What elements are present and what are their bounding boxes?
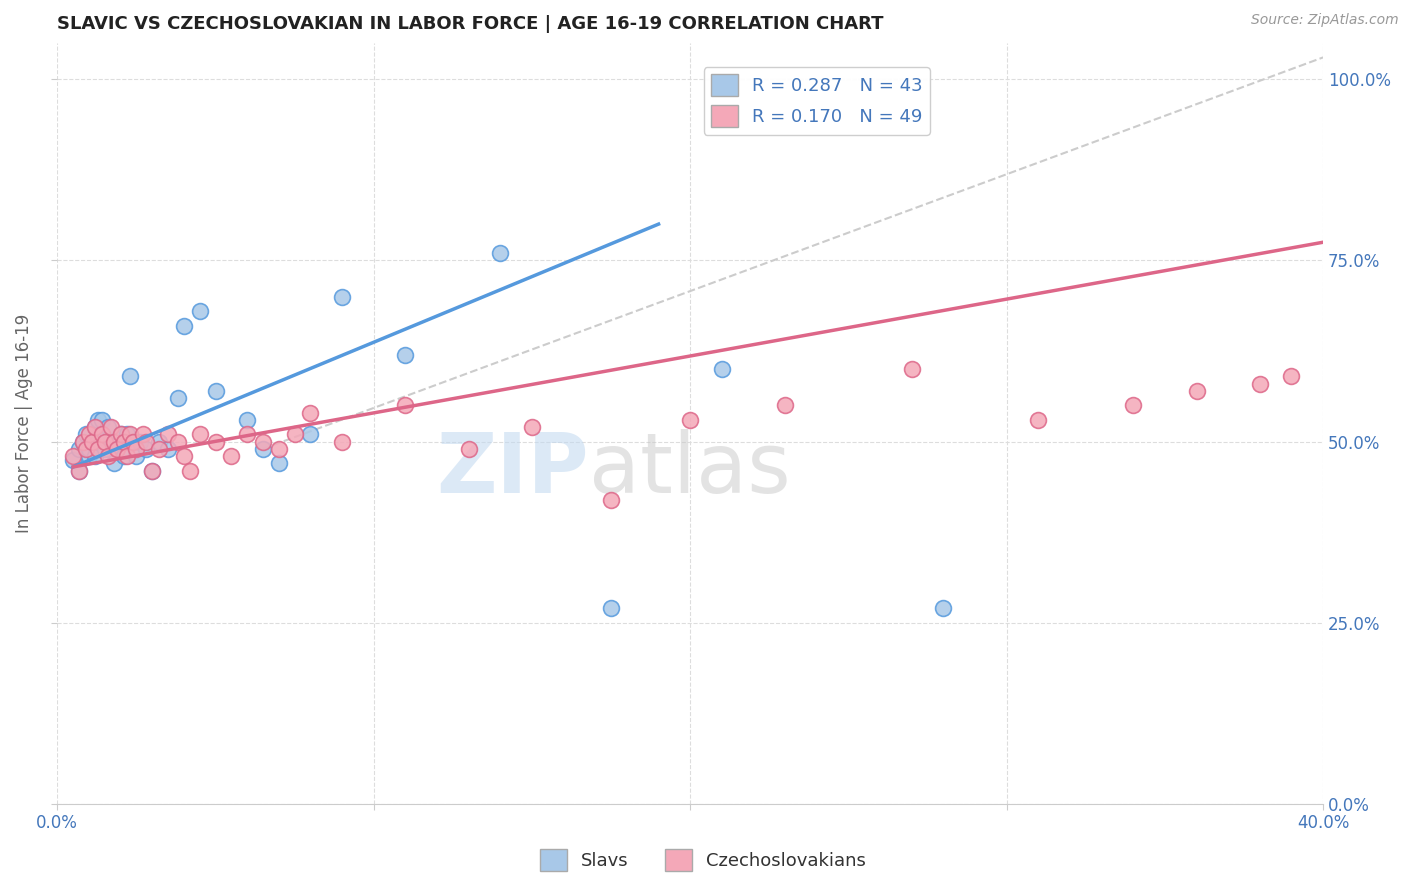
Point <box>84 420 107 434</box>
Point <box>87 413 110 427</box>
Point <box>62 452 84 467</box>
Point <box>141 464 163 478</box>
Point <box>173 318 195 333</box>
Point <box>90 427 112 442</box>
Point <box>236 427 259 442</box>
Point <box>157 427 180 442</box>
Point <box>157 442 180 456</box>
Legend: R = 0.287   N = 43, R = 0.170   N = 49: R = 0.287 N = 43, R = 0.170 N = 49 <box>703 67 931 135</box>
Point <box>90 413 112 427</box>
Point <box>1281 369 1303 384</box>
Point <box>94 442 117 456</box>
Text: ZIP: ZIP <box>436 428 589 509</box>
Point <box>600 601 623 615</box>
Point <box>221 449 243 463</box>
Point <box>148 434 170 449</box>
Point <box>267 442 290 456</box>
Point <box>77 427 100 442</box>
Point <box>97 449 120 463</box>
Point <box>204 434 226 449</box>
Point <box>1185 384 1208 398</box>
Point <box>600 492 623 507</box>
Point <box>125 442 148 456</box>
Point <box>252 442 274 456</box>
Point <box>107 438 129 452</box>
Point <box>173 449 195 463</box>
Point <box>236 413 259 427</box>
Point <box>120 369 142 384</box>
Point <box>932 601 955 615</box>
Point <box>110 427 132 442</box>
Point <box>69 442 91 456</box>
Point <box>773 398 796 412</box>
Point <box>107 442 129 456</box>
Point <box>84 449 107 463</box>
Point <box>1249 376 1271 391</box>
Point <box>75 427 97 442</box>
Point <box>394 348 416 362</box>
Point <box>267 456 290 470</box>
Point <box>72 434 94 449</box>
Point <box>103 456 125 470</box>
Point <box>103 434 125 449</box>
Point <box>84 420 107 434</box>
Point <box>148 442 170 456</box>
Point <box>122 434 145 449</box>
Point <box>394 398 416 412</box>
Text: SLAVIC VS CZECHOSLOVAKIAN IN LABOR FORCE | AGE 16-19 CORRELATION CHART: SLAVIC VS CZECHOSLOVAKIAN IN LABOR FORCE… <box>58 15 884 33</box>
Point <box>87 434 110 449</box>
Point <box>284 427 307 442</box>
Text: Source: ZipAtlas.com: Source: ZipAtlas.com <box>1251 13 1399 28</box>
Point <box>72 434 94 449</box>
Point <box>204 384 226 398</box>
Legend: Slavs, Czechoslovakians: Slavs, Czechoslovakians <box>533 842 873 879</box>
Point <box>112 434 135 449</box>
Point <box>125 449 148 463</box>
Point <box>77 442 100 456</box>
Point <box>69 464 91 478</box>
Point <box>679 413 702 427</box>
Point <box>135 442 157 456</box>
Point <box>97 420 120 434</box>
Y-axis label: In Labor Force | Age 16-19: In Labor Force | Age 16-19 <box>15 314 32 533</box>
Point <box>128 434 150 449</box>
Point <box>135 434 157 449</box>
Point <box>82 434 104 449</box>
Point <box>1026 413 1049 427</box>
Point <box>112 449 135 463</box>
Point <box>900 362 922 376</box>
Point <box>457 442 479 456</box>
Point <box>110 427 132 442</box>
Text: atlas: atlas <box>589 428 790 509</box>
Point <box>166 391 188 405</box>
Point <box>94 431 117 445</box>
Point <box>77 449 100 463</box>
Point <box>188 304 211 318</box>
Point <box>330 289 353 303</box>
Point <box>69 464 91 478</box>
Point <box>330 434 353 449</box>
Point <box>520 420 543 434</box>
Point <box>62 449 84 463</box>
Point <box>1122 398 1144 412</box>
Point <box>188 427 211 442</box>
Point <box>132 427 155 442</box>
Point <box>166 434 188 449</box>
Point <box>299 406 322 420</box>
Point <box>299 427 322 442</box>
Point <box>120 427 142 442</box>
Point <box>100 420 122 434</box>
Point <box>87 442 110 456</box>
Point <box>115 449 138 463</box>
Point <box>115 427 138 442</box>
Point <box>489 246 512 260</box>
Point <box>94 434 117 449</box>
Point <box>141 464 163 478</box>
Point <box>252 434 274 449</box>
Point <box>710 362 733 376</box>
Point <box>82 434 104 449</box>
Point <box>179 464 201 478</box>
Point <box>75 442 97 456</box>
Point <box>100 434 122 449</box>
